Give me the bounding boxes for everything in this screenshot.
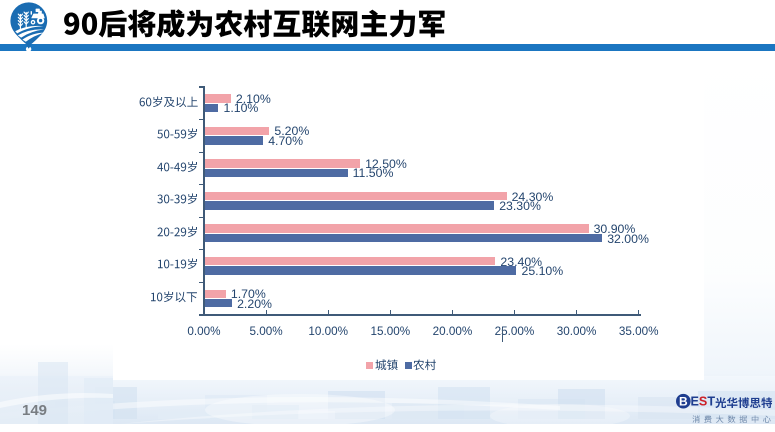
svg-text:B: B — [679, 394, 688, 408]
svg-text:EST: EST — [691, 395, 716, 409]
